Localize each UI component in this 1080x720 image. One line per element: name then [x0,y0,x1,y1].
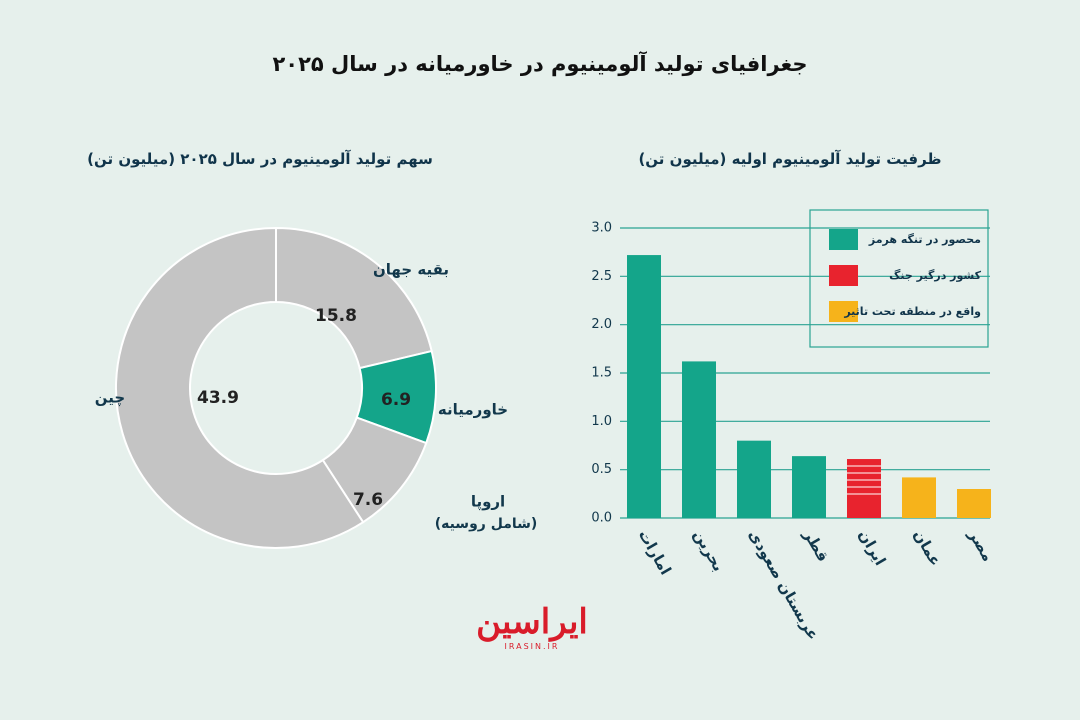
slice-value-label: 7.6 [353,490,383,510]
x-category-label: عمان [910,527,945,570]
bar [792,456,826,518]
slice-value-label: 6.9 [381,390,411,410]
x-category-label: قطر [799,526,832,565]
x-category-label: امارات [635,527,675,578]
y-tick-label: 0.0 [591,511,612,526]
y-tick-label: 1.0 [591,414,612,429]
legend-swatch [829,265,858,286]
slice-value-label: 43.9 [197,388,239,408]
logo-subtext: IRASIN.IR [504,642,560,651]
legend: محصور در تنگه هرمز کشور درگیر جنگ واقع در … [809,209,989,348]
bar [627,255,661,519]
donut-slice [275,226,433,370]
legend-swatch [829,229,858,250]
bar-chart-title: ظرفیت تولید آلومینیوم اولیه (میلیون تن) [638,150,942,168]
legend-label: کشور درگیر جنگ [889,268,981,282]
bar [737,440,771,518]
bar [847,459,881,518]
main-title: جغرافیای تولید آلومینیوم در خاورمیانه در… [272,52,808,76]
bar [957,489,991,518]
slice-category-label: چین [95,389,125,408]
bar [902,477,936,518]
slice-category-label: اروپا [471,493,505,512]
slice-value-label: 15.8 [315,306,357,326]
bar [682,361,716,518]
donut-slice [115,226,365,549]
donut-chart: 15.8 بقیه جهان 6.9 خاورمیانه 7.6 اروپا (شامل ر… [95,226,538,549]
slice-category-label: خاورمیانه [438,401,508,419]
logo-text: ایراسین [476,602,588,642]
slice-category-sublabel: (شامل روسیه) [435,516,538,532]
y-tick-label: 3.0 [591,221,612,236]
y-tick-label: 0.5 [591,462,612,477]
x-category-label: بحرین [690,527,728,575]
y-tick-label: 2.0 [591,317,612,332]
slice-category-label: بقیه جهان [373,261,449,279]
donut-chart-title: سهم تولید آلومینیوم در سال ۲۰۲۵ (میلیون … [87,150,433,168]
legend-label: واقع در منطقه تحت تاثیر [843,305,981,318]
legend-swatch [829,301,858,322]
irasin-logo: ایراسین IRASIN.IR [462,604,602,662]
y-tick-label: 2.5 [591,269,612,284]
y-tick-label: 1.5 [591,366,612,381]
legend-label: محصور در تنگه هرمز [868,233,981,246]
legend-frame [809,209,989,348]
x-category-label: ایران [855,527,890,569]
x-category-label: مصر [964,526,997,565]
